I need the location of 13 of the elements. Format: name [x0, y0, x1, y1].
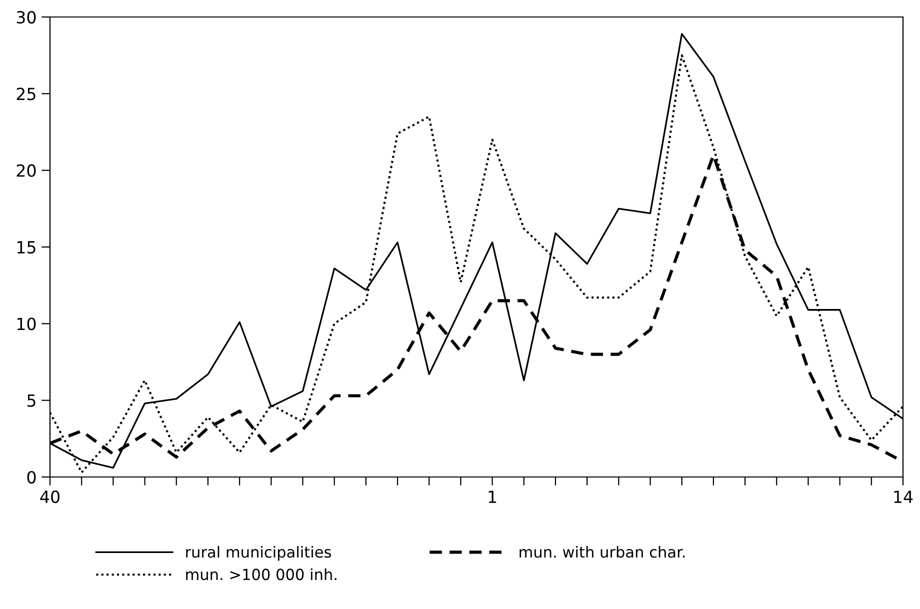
- x-tick-label: 14: [894, 490, 913, 503]
- x-tick-label: 40: [40, 490, 60, 504]
- legend-label: mun. with urban char.: [520, 546, 685, 558]
- y-tick-label: 10: [17, 318, 36, 330]
- y-tick-label: 15: [17, 241, 36, 254]
- y-tick-label: 20: [16, 164, 36, 177]
- y-tick-label: 5: [27, 394, 36, 407]
- y-tick-label: 25: [16, 88, 36, 100]
- legend-label: mun. >100 000 inh.: [186, 568, 336, 580]
- y-tick-label: 0: [27, 470, 36, 484]
- x-tick-label: 1: [488, 490, 496, 503]
- y-tick-label: 30: [16, 10, 36, 24]
- legend-label: rural municipalities: [186, 546, 331, 561]
